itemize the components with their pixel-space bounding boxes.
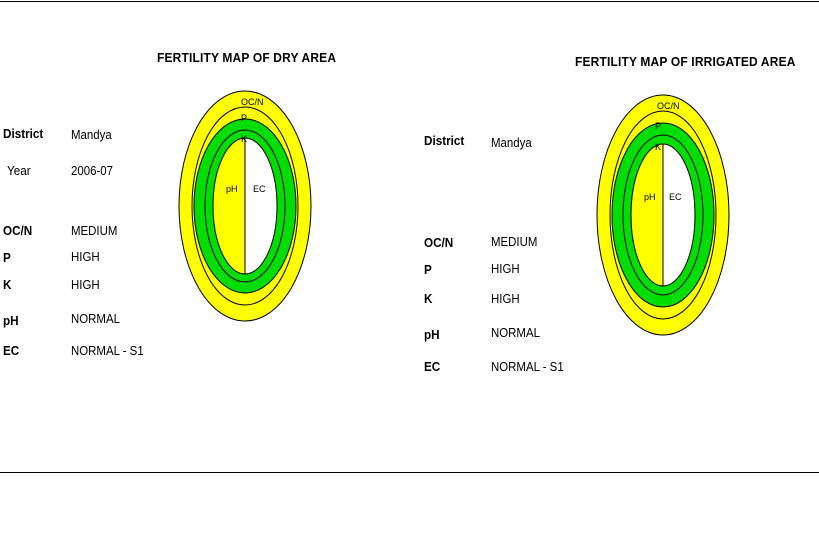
ocn-value: MEDIUM (71, 223, 118, 238)
year-value: 2006-07 (71, 163, 113, 178)
dry-area-panel: FERTILITY MAP OF DRY AREA District Mandy… (0, 0, 400, 560)
k-ring-inner-outline (204, 129, 286, 283)
k-label: K (3, 277, 12, 292)
irrigated-area-panel: FERTILITY MAP OF IRRIGATED AREA District… (400, 0, 819, 560)
district-label: District (3, 126, 44, 141)
p-ring-outline (191, 106, 299, 306)
irrigated-fertility-ring-diagram: OC/N P K pH EC (596, 94, 730, 336)
district-label: District (424, 133, 465, 148)
k-ring-inner-outline (622, 134, 704, 296)
k-value: HIGH (71, 277, 100, 292)
ocn-value: MEDIUM (491, 234, 538, 249)
ring-ocn-label: OC/N (241, 97, 264, 107)
ph-half (213, 138, 245, 274)
ph-value: NORMAL (491, 325, 540, 340)
dry-area-title: FERTILITY MAP OF DRY AREA (157, 50, 337, 65)
ec-value: NORMAL - S1 (71, 343, 144, 358)
ph-label: pH (3, 313, 19, 328)
district-value: Mandya (71, 127, 112, 142)
ec-label: EC (424, 359, 441, 374)
ocn-label: OC/N (3, 223, 33, 238)
ocn-label: OC/N (424, 235, 454, 250)
top-divider (0, 1, 819, 2)
ring-ec-label: EC (253, 184, 266, 194)
ring-p-label: P (655, 121, 661, 131)
district-value: Mandya (491, 135, 532, 150)
ring-p-label: P (241, 113, 247, 123)
ec-half (245, 138, 277, 274)
p-label: P (3, 250, 11, 265)
dry-fertility-ring-diagram: OC/N P K pH EC (178, 90, 312, 322)
ph-half (631, 144, 663, 286)
ec-half (663, 144, 695, 286)
ec-value: NORMAL - S1 (491, 359, 564, 374)
ring-ph-label: pH (226, 184, 238, 194)
ring-k-label: K (655, 142, 661, 152)
p-value: HIGH (71, 249, 100, 264)
ring-k-label: K (241, 134, 247, 144)
year-label: Year (7, 163, 31, 178)
ph-value: NORMAL (71, 311, 120, 326)
k-value: HIGH (491, 291, 520, 306)
k-label: K (424, 291, 433, 306)
ring-ph-label: pH (644, 192, 656, 202)
ph-label: pH (424, 327, 440, 342)
irrigated-area-title: FERTILITY MAP OF IRRIGATED AREA (575, 54, 796, 69)
p-ring-outline (609, 110, 717, 320)
ec-label: EC (3, 343, 20, 358)
p-label: P (424, 262, 432, 277)
ring-ocn-label: OC/N (657, 101, 680, 111)
p-value: HIGH (491, 261, 520, 276)
bottom-divider (0, 472, 819, 473)
ring-ec-label: EC (669, 192, 682, 202)
